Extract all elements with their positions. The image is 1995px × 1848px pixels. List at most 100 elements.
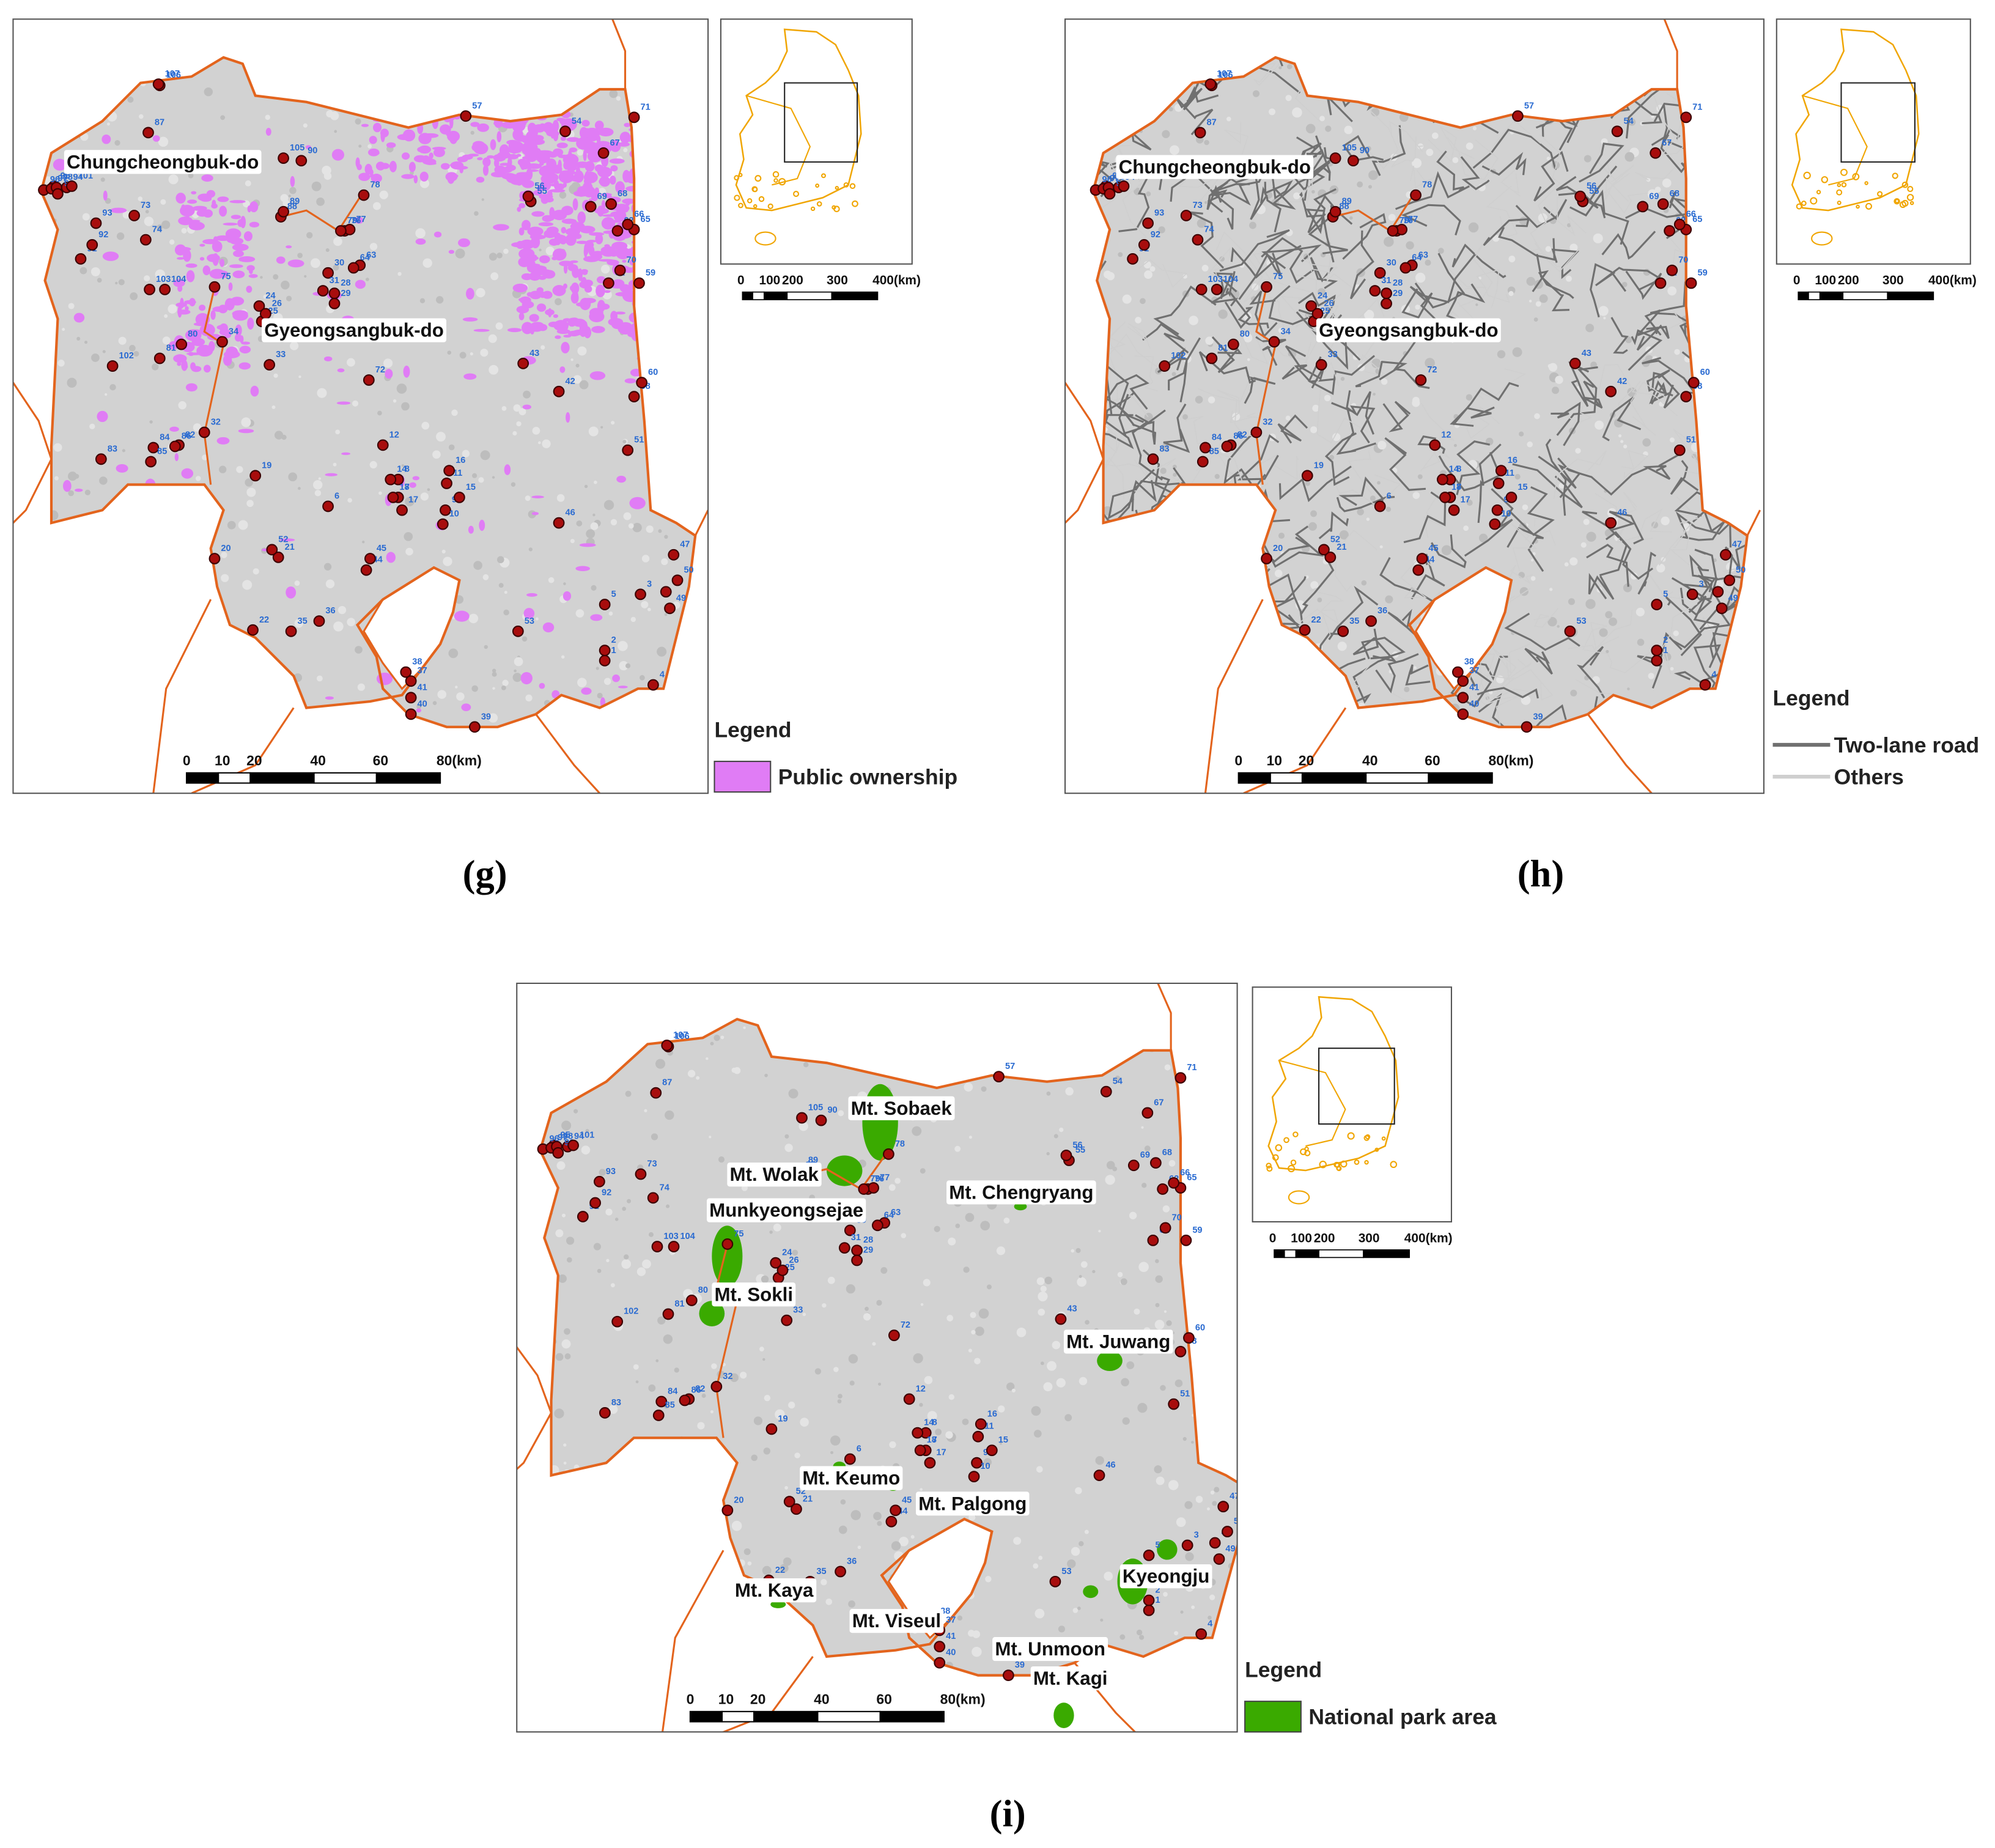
site-marker <box>975 1418 987 1430</box>
public-ownership-patch <box>246 286 253 293</box>
site-label: 53 <box>1061 1567 1071 1576</box>
two-lane-road <box>1244 375 1276 404</box>
relief <box>1651 115 1654 119</box>
relief <box>514 657 523 667</box>
relief <box>566 1257 572 1263</box>
relief <box>294 619 303 628</box>
relief <box>106 122 110 126</box>
site-marker <box>1195 284 1208 295</box>
site-marker <box>888 1329 900 1342</box>
relief <box>1370 495 1376 501</box>
site-marker <box>559 125 571 138</box>
site-label: 40 <box>1469 699 1479 709</box>
other-road <box>1300 608 1340 635</box>
relief <box>1624 152 1635 162</box>
relief <box>1040 1285 1047 1292</box>
relief <box>1533 317 1538 322</box>
island <box>1266 1166 1273 1172</box>
relief <box>1036 1466 1043 1473</box>
relief <box>1431 132 1439 139</box>
site-label: 66 <box>634 210 644 220</box>
relief <box>204 87 213 97</box>
site-label: 68 <box>1670 189 1680 199</box>
public-ownership-patch <box>533 124 546 133</box>
label-bg <box>849 1609 944 1633</box>
site-label: 37 <box>946 1616 956 1625</box>
public-ownership-patch <box>490 139 496 150</box>
relief <box>561 1339 571 1349</box>
relief <box>1526 276 1536 286</box>
relief <box>68 303 75 309</box>
island <box>1894 198 1900 205</box>
relief <box>481 198 484 201</box>
island <box>1865 202 1873 210</box>
site-label: 104 <box>1223 275 1239 284</box>
public-ownership-patch <box>468 153 479 157</box>
two-lane-road <box>1649 380 1672 405</box>
site-marker <box>216 336 228 348</box>
site-label: 83 <box>611 1398 621 1408</box>
relief <box>733 1067 741 1074</box>
relief <box>1570 689 1577 697</box>
two-lane-road <box>1450 406 1495 427</box>
public-ownership-patch <box>477 123 489 132</box>
site-marker <box>1452 666 1464 678</box>
two-lane-road <box>1498 226 1555 261</box>
relief <box>1210 1490 1215 1495</box>
two-lane-road <box>1213 272 1237 300</box>
site-marker <box>1457 692 1469 704</box>
public-ownership-patch <box>622 259 627 263</box>
site-marker <box>647 679 659 691</box>
relief <box>889 1441 896 1449</box>
public-ownership-patch <box>589 371 606 380</box>
site-label: 92 <box>98 230 108 240</box>
two-lane-road <box>1347 656 1392 706</box>
public-ownership-patch <box>177 361 182 366</box>
site-label: 75 <box>734 1229 743 1239</box>
site-label: 86 <box>182 431 191 441</box>
public-ownership-patch <box>608 317 624 327</box>
public-ownership-patch <box>622 198 636 204</box>
relief <box>432 701 437 705</box>
public-ownership-patch <box>479 519 485 531</box>
admin-border <box>517 1345 553 1471</box>
two-lane-road <box>1393 338 1430 390</box>
site-marker <box>1143 1550 1155 1561</box>
island <box>1821 176 1829 183</box>
inset-frame <box>720 18 913 265</box>
site-marker <box>851 1254 863 1266</box>
relief <box>1201 265 1209 272</box>
other-road <box>1127 323 1151 349</box>
scale-segment <box>313 772 377 784</box>
region-label: Mt. Kaya <box>735 1580 814 1601</box>
relief <box>663 1334 673 1344</box>
korea-outline <box>735 28 862 212</box>
site-marker <box>1399 262 1412 274</box>
relief <box>714 1035 720 1041</box>
relief <box>1079 1377 1088 1386</box>
two-lane-road <box>1595 267 1660 287</box>
public-ownership-patch <box>440 124 451 135</box>
island <box>810 206 816 212</box>
site-marker <box>285 625 297 637</box>
relief <box>986 1284 992 1290</box>
public-ownership-patch <box>415 238 426 245</box>
relief <box>1067 1559 1076 1569</box>
region-label: Mt. Wolak <box>730 1164 819 1185</box>
public-ownership-patch <box>531 512 539 516</box>
public-ownership-patch <box>565 234 577 246</box>
relief <box>495 322 503 330</box>
public-ownership-patch <box>229 200 246 204</box>
relief <box>955 1223 961 1229</box>
site-marker <box>796 1112 808 1124</box>
relief <box>1206 1507 1210 1511</box>
site-label: 97 <box>558 1133 567 1143</box>
site-marker <box>259 308 271 320</box>
relief <box>559 191 567 199</box>
site-label: 46 <box>565 508 575 518</box>
relief <box>1368 185 1373 189</box>
relief <box>221 574 229 582</box>
relief <box>455 248 465 259</box>
other-road <box>1474 368 1527 400</box>
two-lane-road <box>1515 199 1568 229</box>
